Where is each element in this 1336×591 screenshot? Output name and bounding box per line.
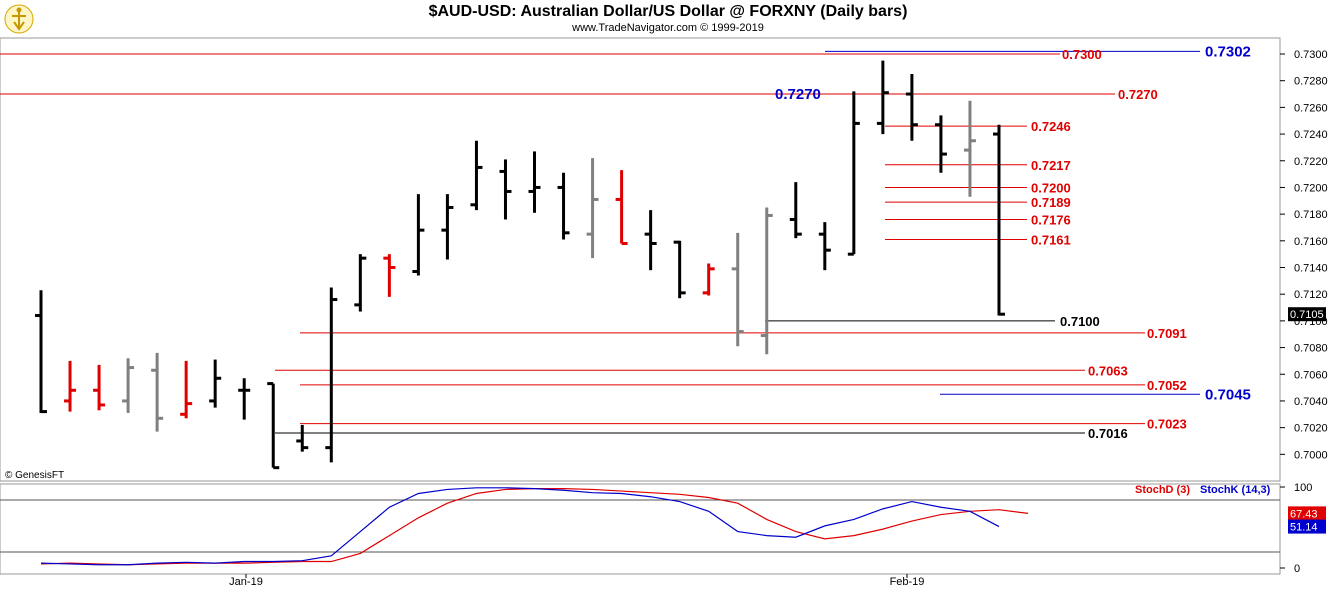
y-tick-label: 0.7060 xyxy=(1294,369,1328,381)
level-label-0.7246: 0.7246 xyxy=(1031,119,1071,134)
y-tick-label: 0.7020 xyxy=(1294,423,1328,435)
chart-subtitle: www.TradeNavigator.com © 1999-2019 xyxy=(572,22,764,34)
stoch-last-label-k: 51.14 xyxy=(1290,522,1318,534)
level-label-0.7270b: 0.7270 xyxy=(775,86,821,103)
stoch-last-box-d xyxy=(1288,506,1326,521)
last-price-box xyxy=(1288,307,1326,322)
level-label-0.7300: 0.7300 xyxy=(1062,47,1102,62)
level-label-0.7091: 0.7091 xyxy=(1147,326,1187,341)
chart-title: $AUD-USD: Australian Dollar/US Dollar @ … xyxy=(428,3,908,20)
y-tick-label: 0.7240 xyxy=(1294,129,1328,141)
osc-y-tick-label: 100 xyxy=(1294,482,1312,494)
x-tick-label: Feb-19 xyxy=(890,576,925,588)
y-tick-label: 0.7200 xyxy=(1294,182,1328,194)
level-label-0.7217: 0.7217 xyxy=(1031,158,1071,173)
level-label-0.7161: 0.7161 xyxy=(1031,232,1071,247)
level-label-0.7200: 0.7200 xyxy=(1031,180,1071,195)
genesis-credit: © GenesisFT xyxy=(5,470,64,481)
y-tick-label: 0.7260 xyxy=(1294,102,1328,114)
y-tick-label: 0.7080 xyxy=(1294,343,1328,355)
y-tick-label: 0.7040 xyxy=(1294,396,1328,408)
y-tick-label: 0.7280 xyxy=(1294,76,1328,88)
price-panel-frame xyxy=(0,37,1281,482)
stoch-last-box-k xyxy=(1288,519,1326,534)
last-price-label: 0.7105 xyxy=(1290,309,1324,321)
level-label-0.7052: 0.7052 xyxy=(1147,378,1187,393)
level-label-0.7045: 0.7045 xyxy=(1205,386,1251,403)
y-tick-label: 0.7220 xyxy=(1294,156,1328,168)
oscillator-panel-frame xyxy=(0,483,1281,575)
stoch-last-label-d: 67.43 xyxy=(1290,508,1318,520)
level-label-0.7023: 0.7023 xyxy=(1147,417,1187,432)
level-label-0.7176: 0.7176 xyxy=(1031,212,1071,227)
tradenavigator-logo-icon xyxy=(4,4,34,39)
stoch-line-k xyxy=(40,487,1000,566)
level-label-0.7063: 0.7063 xyxy=(1088,363,1128,378)
legend-stochk: StochK (14,3) xyxy=(1200,484,1271,496)
level-label-0.7100: 0.7100 xyxy=(1060,314,1100,329)
level-label-0.7270r: 0.7270 xyxy=(1118,87,1158,102)
y-tick-label: 0.7140 xyxy=(1294,263,1328,275)
x-tick-label: Jan-19 xyxy=(229,576,263,588)
y-tick-label: 0.7160 xyxy=(1294,236,1328,248)
y-tick-label: 0.7120 xyxy=(1294,289,1328,301)
legend-stochd: StochD (3) xyxy=(1135,484,1190,496)
y-tick-label: 0.7000 xyxy=(1294,449,1328,461)
y-tick-label: 0.7300 xyxy=(1294,49,1328,61)
osc-y-tick-label: 0 xyxy=(1294,563,1300,575)
y-tick-label: 0.7180 xyxy=(1294,209,1328,221)
level-label-0.7189: 0.7189 xyxy=(1031,195,1071,210)
level-label-0.7302: 0.7302 xyxy=(1205,43,1251,60)
level-label-0.7016: 0.7016 xyxy=(1088,426,1128,441)
